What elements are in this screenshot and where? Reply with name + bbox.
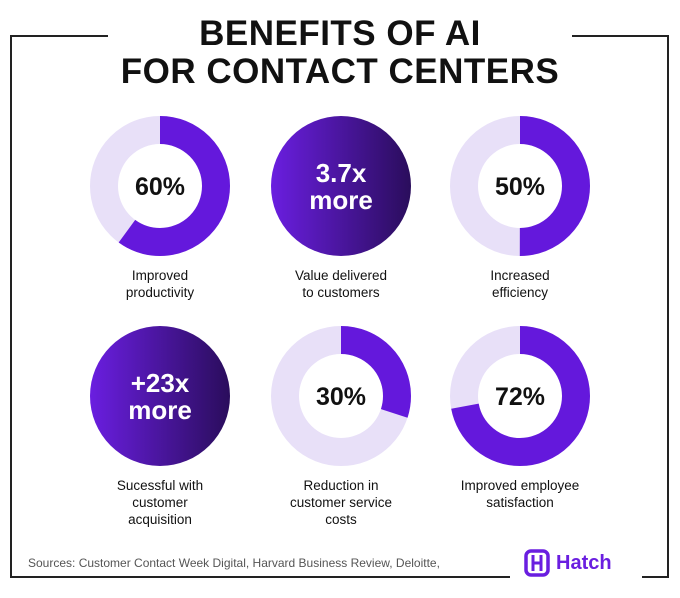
stat-caption: Value delivered to customers [251,267,431,301]
gradient-circle [271,116,411,256]
donut-value-arc [450,326,590,466]
stat-value-label: more [128,395,192,425]
stat-caption-line: to customers [302,285,380,300]
donut-value-arc [271,326,411,466]
stat-caption-line: acquisition [128,512,192,527]
stat-caption: Improved employee satisfaction [430,477,610,511]
donut-chart: 72% [450,326,590,466]
stat-caption-line: customer service [289,495,393,510]
frame-line [10,576,510,578]
donut-value-label: 50% [495,173,545,201]
stat-value-label: more [309,185,373,215]
stat-caption: Improved productivity [70,267,250,301]
brand-name: Hatch [556,551,612,574]
frame-line [572,35,669,37]
stat-caption-line: Improved [131,268,189,283]
stat-caption-line: Improved employee [460,478,580,493]
stat-caption-line: Reduction in [303,478,379,493]
stat-value-label: +23x [131,368,190,398]
donut-chart: 60% [90,116,230,256]
stat-tile: +23x more Sucessful with customer acquisitio… [70,325,250,528]
donut-chart: 30% [271,326,411,466]
stat-caption-line: efficiency [491,285,549,300]
donut-value-label: 60% [135,173,185,201]
donut-value-arc [450,116,590,256]
sources-text: Sources: Customer Contact Week Digital, … [28,556,440,570]
title-line-1: BENEFITS OF AI [199,14,481,53]
donut-value-arc [90,116,230,256]
title-line-2: FOR CONTACT CENTERS [120,52,560,91]
stat-tile: 50% Increased efficiency [430,115,610,301]
stat-caption-line: costs [325,512,357,527]
stat-tile: 3.7x more Value delivered to customers [251,115,431,301]
donut-value-label: 30% [316,383,366,411]
donut-value-label: 72% [495,383,545,411]
stat-caption-line: Sucessful with [116,478,204,493]
stat-value-label: 3.7x [316,158,367,188]
frame-line [10,35,12,578]
stat-tile: 60% Improved productivity [70,115,250,301]
stat-tile: 72% Improved employee satisfaction [430,325,610,511]
stat-caption-line: Increased [490,268,550,283]
frame-line [642,576,669,578]
frame-line [10,35,108,37]
hatch-logo: Hatch [524,549,612,577]
hatch-logo-icon [524,549,550,577]
donut-chart: 50% [450,116,590,256]
stat-caption: Increased efficiency [430,267,610,301]
stat-tile: 30% Reduction in customer service costs [251,325,431,528]
frame-line [667,35,669,578]
stat-caption-line: satisfaction [486,495,554,510]
stat-caption: Reduction in customer service costs [251,477,431,528]
stat-caption-line: Value delivered [294,268,388,283]
stat-caption-line: productivity [125,285,195,300]
gradient-circle [90,326,230,466]
stat-caption: Sucessful with customer acquisition [70,477,250,528]
stat-caption-line: customer [132,495,188,510]
